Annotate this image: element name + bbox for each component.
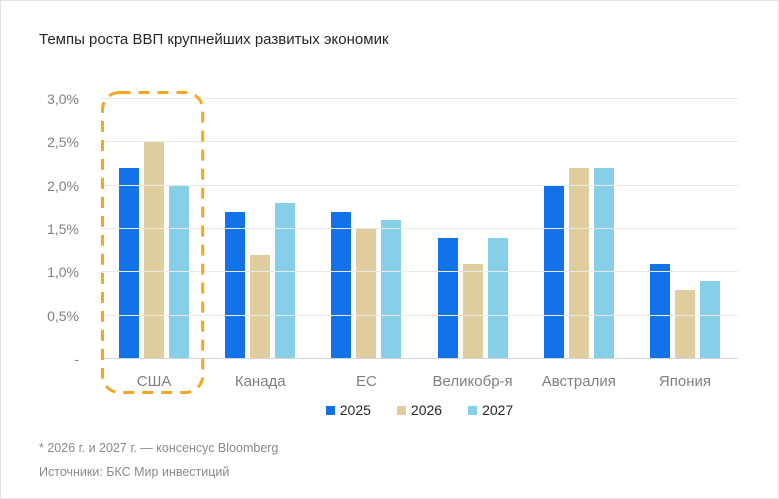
bar-group-США: США [101, 99, 207, 390]
legend-swatch-2027 [468, 405, 478, 415]
bar-group-ЕС: ЕС [313, 99, 419, 390]
bar-2027-Япония [699, 281, 720, 359]
gridline-0,5% [101, 314, 738, 316]
footnote-source: Источники: БКС Мир инвестиций [39, 465, 230, 479]
bar-2025-Канада [225, 211, 246, 359]
legend-item-2026: 2026 [396, 402, 443, 418]
y-tick-label: 0,5% [47, 307, 79, 324]
bar-2026-Австралия [568, 168, 589, 359]
bar-2026-США [144, 142, 165, 359]
category-label-ЕС: ЕС [356, 373, 377, 390]
bar-2026-Япония [674, 289, 695, 359]
plot-area: США Канада ЕС Великобр-я Австралия Япония [101, 98, 738, 390]
bar-group-Австралия: Австралия [526, 99, 632, 390]
gridline-3,0% [101, 98, 738, 99]
category-label-Канада: Канада [234, 373, 286, 390]
bar-group-Канада: Канада [207, 99, 313, 390]
chart-title: Темпы роста ВВП крупнейших развитых экон… [39, 31, 389, 48]
footnote-consensus: * 2026 г. и 2027 г. — консенсус Bloomber… [39, 441, 279, 455]
category-label-Япония: Япония [658, 373, 711, 390]
bar-2025-США [119, 168, 140, 359]
y-tick-label: 2,0% [47, 177, 79, 194]
bar-group-Великобр-я: Великобр-я [420, 99, 526, 390]
gridline-1,0% [101, 271, 738, 273]
legend-item-2025: 2025 [325, 402, 371, 418]
bar-2027-ЕС [381, 220, 402, 359]
gridline-- [101, 358, 738, 359]
gridline-2,5% [101, 141, 738, 143]
y-tick-label: 2,5% [47, 134, 79, 151]
y-tick-label: 1,5% [47, 221, 79, 237]
legend-swatch-2025 [325, 405, 335, 415]
gridline-2,0% [101, 184, 738, 186]
y-tick-label: - [74, 351, 79, 367]
legend-label-2026: 2026 [410, 402, 443, 418]
bar-group-Япония: Япония [632, 99, 738, 390]
gridline-1,5% [101, 228, 738, 229]
bar-2026-Великобр-я [462, 263, 483, 359]
legend: 2025 2026 2027 [101, 402, 738, 418]
bar-2025-ЕС [331, 211, 352, 359]
bar-2025-Япония [649, 263, 670, 359]
y-tick-label: 1,0% [47, 264, 79, 281]
bar-2027-Канада [275, 203, 296, 359]
y-axis: 3,0% 2,5% 2,0% 1,5% 1,0% 0,5% - [1, 91, 89, 367]
legend-label-2025: 2025 [339, 402, 371, 418]
bar-groups: США Канада ЕС Великобр-я Австралия Япония [101, 99, 738, 390]
bar-2026-ЕС [356, 229, 377, 359]
category-label-Великобр-я: Великобр-я [432, 373, 513, 390]
bar-2026-Канада [250, 255, 271, 359]
legend-item-2027: 2027 [468, 402, 513, 418]
legend-label-2027: 2027 [482, 402, 514, 418]
bar-2027-Австралия [593, 168, 614, 359]
y-tick-label: 3,0% [47, 91, 79, 107]
bar-2027-Великобр-я [487, 237, 508, 359]
category-label-США: США [136, 373, 172, 390]
category-label-Австралия: Австралия [541, 373, 616, 390]
legend-swatch-2026 [396, 405, 406, 415]
bar-2025-Великобр-я [437, 237, 458, 359]
